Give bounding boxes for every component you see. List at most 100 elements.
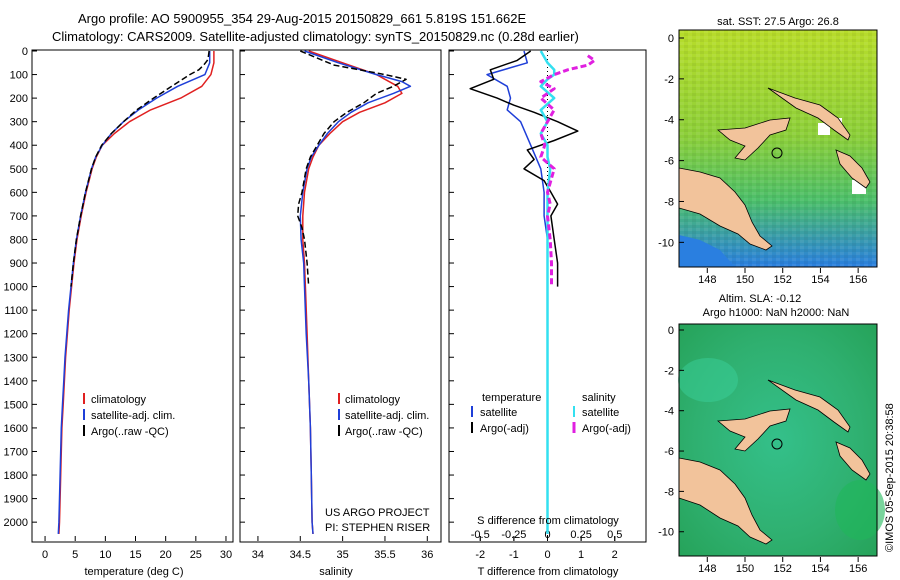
header-line2: Climatology: CARS2009. Satellite-adjuste… xyxy=(52,29,579,44)
x-tick-label: -1 xyxy=(509,549,519,561)
diff-legend-temp-head: temperature xyxy=(482,392,541,404)
depth-tick-label: 0 xyxy=(22,46,28,58)
sal-legend-satellite: satellite-adj. clim. xyxy=(345,410,429,422)
diff-legend-t-satellite: satellite xyxy=(480,407,517,419)
lon-tick-label: 152 xyxy=(774,274,792,286)
lon-tick-label: 148 xyxy=(698,274,716,286)
diff-legend-sal-head: salinity xyxy=(582,392,616,404)
x-tick-label: -0.25 xyxy=(501,529,526,541)
sst-profile-marker xyxy=(771,147,783,159)
project-line2: PI: STEPHEN RISER xyxy=(325,522,430,534)
legend-climatology: climatology xyxy=(91,394,147,406)
lon-tick-label: 152 xyxy=(774,563,792,575)
lat-tick-label: -4 xyxy=(664,115,674,127)
x-tick-label: 0 xyxy=(42,549,48,561)
x-tick-label: 2 xyxy=(612,549,618,561)
x-tick-label: 34 xyxy=(252,549,264,561)
tdiff-xlabel: T difference from climatology xyxy=(478,566,619,578)
sst-map: sat. SST: 27.5 Argo: 26.8 0 -2 -4 -6 -8 -10 1… xyxy=(658,16,878,286)
diff-series xyxy=(469,50,597,534)
depth-axis: 0 100 200 300 400 500 600 700 800 900 1000 1100 1200… xyxy=(4,46,454,529)
diff-legend-t-argo: Argo(-adj) xyxy=(480,423,529,435)
depth-tick-label: 1400 xyxy=(4,376,28,388)
temp-xlabel: temperature (deg C) xyxy=(84,566,183,578)
sst-title: sat. SST: 27.5 Argo: 26.8 xyxy=(717,16,839,28)
diff-legend-s-satellite: satellite xyxy=(582,407,619,419)
sst-land-newbritain xyxy=(716,117,791,161)
lon-tick-label: 154 xyxy=(811,563,829,575)
legend-argo: Argo(..raw -QC) xyxy=(91,426,169,438)
lon-tick-label: 154 xyxy=(811,274,829,286)
series-line-t-argo-adj- xyxy=(469,50,579,287)
lat-tick-label: 0 xyxy=(668,33,674,45)
diff-legend: temperature salinity satellite Argo(-adj… xyxy=(471,392,631,435)
sst-land-png xyxy=(678,167,773,251)
x-tick-label: 5 xyxy=(72,549,78,561)
sst-lon-axis: 148 150 152 154 156 xyxy=(698,268,867,286)
sal-plot-frame xyxy=(239,49,442,543)
depth-tick-label: 700 xyxy=(10,211,28,223)
lat-tick-label: -8 xyxy=(664,486,674,498)
depth-tick-label: 1300 xyxy=(4,352,28,364)
header-line1: Argo profile: AO 5900955_354 29-Aug-2015… xyxy=(78,11,527,26)
temp-x-axis: 0 5 10 15 20 25 30 xyxy=(42,536,232,561)
project-line1: US ARGO PROJECT xyxy=(325,507,430,519)
series-line-satellite-adj-clim- xyxy=(299,50,412,534)
depth-tick-label: 400 xyxy=(10,140,28,152)
sla-lat-axis: 0 -2 -4 -6 -8 -10 xyxy=(658,325,684,539)
sla-land-bougainville xyxy=(835,441,871,481)
sal-x-axis: 34 34.5 35 35.5 36 xyxy=(252,536,433,561)
depth-tick-label: 500 xyxy=(10,164,28,176)
lat-tick-label: -10 xyxy=(658,527,674,539)
series-line-argo-raw-qc- xyxy=(296,50,407,287)
x-tick-label: 0.5 xyxy=(607,529,622,541)
temp-legend: climatology satellite-adj. clim. Argo(..… xyxy=(83,393,175,438)
depth-tick-label: 1900 xyxy=(4,494,28,506)
temp-plot-frame xyxy=(31,49,234,543)
lon-tick-label: 156 xyxy=(849,563,867,575)
depth-tick-label: 1800 xyxy=(4,470,28,482)
depth-tick-label: 1500 xyxy=(4,399,28,411)
depth-tick-label: 900 xyxy=(10,258,28,270)
x-tick-label: 0.25 xyxy=(570,529,591,541)
depth-tick-label: 1700 xyxy=(4,446,28,458)
lon-tick-label: 150 xyxy=(736,563,754,575)
lon-tick-label: 150 xyxy=(736,274,754,286)
temp-series xyxy=(57,50,215,534)
x-tick-label: -2 xyxy=(475,549,485,561)
depth-tick-label: 600 xyxy=(10,187,28,199)
sal-legend: climatology satellite-adj. clim. Argo(..… xyxy=(338,393,429,438)
lat-tick-label: -4 xyxy=(664,406,674,418)
imos-stamp: ©IMOS 05-Sep-2015 20:38:58 xyxy=(884,403,896,552)
diff-legend-s-argo: Argo(-adj) xyxy=(582,423,631,435)
sal-legend-argo: Argo(..raw -QC) xyxy=(345,426,423,438)
lon-tick-label: 148 xyxy=(698,563,716,575)
x-tick-label: 1 xyxy=(578,549,584,561)
lat-tick-label: -2 xyxy=(664,74,674,86)
sdiff-label: S difference from climatology xyxy=(477,515,619,527)
lat-tick-label: 0 xyxy=(668,325,674,337)
sst-land-newireland xyxy=(767,87,851,141)
depth-tick-label: 1600 xyxy=(4,423,28,435)
x-tick-label: 35.5 xyxy=(374,549,395,561)
sst-land-bougainville xyxy=(835,149,871,189)
sal-series xyxy=(296,50,412,534)
depth-tick-label: 800 xyxy=(10,234,28,246)
series-line-argo-raw-qc- xyxy=(70,50,210,287)
sla-lon-axis: 148 150 152 154 156 xyxy=(698,557,867,575)
depth-tick-label: 200 xyxy=(10,93,28,105)
depth-tick-label: 1200 xyxy=(4,329,28,341)
sal-legend-climatology: climatology xyxy=(345,394,401,406)
x-tick-label: 20 xyxy=(160,549,172,561)
sla-title1: Altim. SLA: -0.12 xyxy=(719,293,802,305)
lon-tick-label: 156 xyxy=(849,274,867,286)
sla-land-newireland xyxy=(767,379,851,433)
depth-tick-label: 2000 xyxy=(4,517,28,529)
sla-profile-marker xyxy=(771,438,783,450)
depth-tick-label: 1000 xyxy=(4,282,28,294)
x-tick-label: 25 xyxy=(190,549,202,561)
lat-tick-label: -2 xyxy=(664,365,674,377)
sla-title2: Argo h1000: NaN h2000: NaN xyxy=(703,307,850,319)
series-line-s-argo-adj- xyxy=(539,54,597,287)
lat-tick-label: -10 xyxy=(658,237,674,249)
